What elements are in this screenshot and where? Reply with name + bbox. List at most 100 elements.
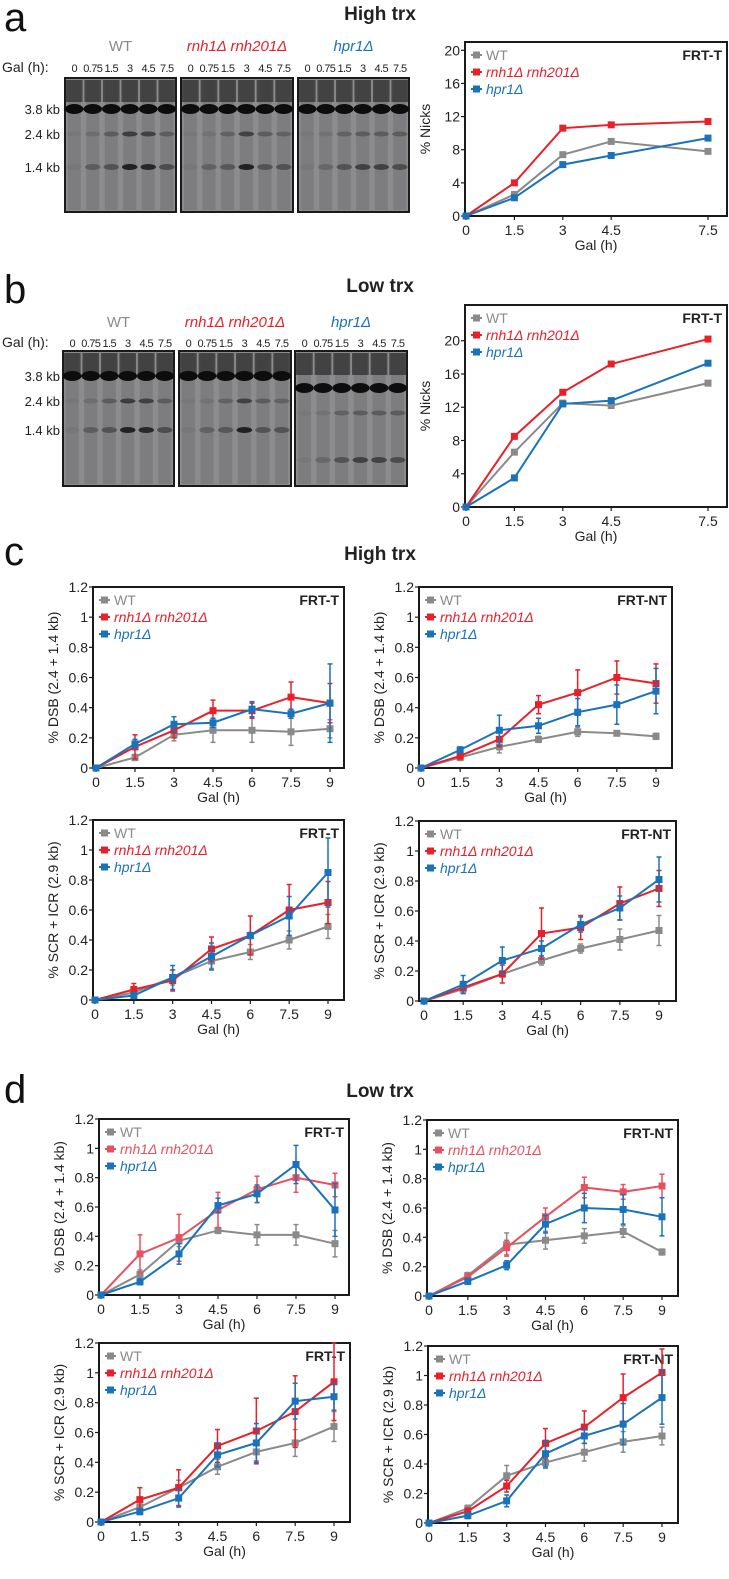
band-3.8kb xyxy=(218,104,238,114)
data-point xyxy=(464,1512,472,1520)
x-axis-label: Gal (h) xyxy=(524,789,567,805)
band-1.4kb xyxy=(296,457,313,463)
gel-well xyxy=(139,80,157,102)
legend-label: hpr1Δ xyxy=(448,1159,485,1175)
lane-label: 0.75 xyxy=(197,338,216,350)
band-1.4kb xyxy=(158,164,175,170)
data-point xyxy=(169,974,177,981)
y-tick-label: 1.2 xyxy=(403,1112,423,1128)
band-1.4kb xyxy=(201,164,217,170)
gel-well xyxy=(100,353,118,375)
data-point xyxy=(704,379,712,387)
y-tick-label: 1 xyxy=(86,1140,94,1156)
legend-label: hpr1Δ xyxy=(440,626,477,642)
x-tick-label: 3 xyxy=(503,1302,511,1318)
lane-label: 7.5 xyxy=(160,63,174,75)
legend-label: rnh1Δ rnh201Δ xyxy=(120,1365,214,1381)
panel-title-d: Low trx xyxy=(346,1081,414,1102)
data-point xyxy=(425,1292,433,1300)
strain-label: rnh1Δ rnh201Δ xyxy=(187,38,287,55)
band-3.8kb xyxy=(102,104,121,114)
band-3.8kb xyxy=(197,371,217,381)
lane-label: 1.5 xyxy=(338,63,352,75)
legend-label: rnh1Δ rnh201Δ xyxy=(120,1141,214,1157)
data-point xyxy=(535,722,542,730)
band-2.4kb xyxy=(82,398,99,404)
gel-lane xyxy=(139,353,153,484)
x-tick-label: 4.5 xyxy=(536,1529,556,1545)
x-axis-label: Gal (h) xyxy=(197,789,240,805)
data-point xyxy=(542,1220,549,1228)
gel-well xyxy=(156,353,174,375)
data-point xyxy=(495,726,503,734)
lane-label: 7.5 xyxy=(391,338,405,350)
legend-marker xyxy=(107,1145,114,1153)
strain-label: WT xyxy=(107,314,130,331)
legend-marker xyxy=(473,51,480,59)
strain-label: hpr1Δ xyxy=(333,38,373,55)
y-tick-label: 1.2 xyxy=(395,579,415,595)
x-tick-label: 3 xyxy=(495,774,503,790)
y-tick-label: 0.6 xyxy=(75,1425,95,1441)
data-point xyxy=(214,1202,222,1210)
y-tick-label: 8 xyxy=(452,142,460,158)
data-point xyxy=(607,360,615,368)
x-tick-label: 4.5 xyxy=(208,1301,228,1317)
gel-well xyxy=(102,80,120,102)
legend-marker xyxy=(427,864,434,872)
data-point xyxy=(542,1236,549,1244)
data-point xyxy=(574,689,582,697)
size-marker-label: 2.4 kb xyxy=(25,394,60,409)
band-3.8kb xyxy=(298,104,317,114)
y-tick-label: 0.6 xyxy=(69,902,89,918)
band-2.4kb xyxy=(219,131,236,137)
legend-label: rnh1Δ rnh201Δ xyxy=(486,64,580,80)
data-point xyxy=(287,693,295,701)
legend-marker xyxy=(436,1389,443,1397)
data-point xyxy=(175,1484,183,1492)
data-point xyxy=(607,152,615,160)
y-tick-label: 1 xyxy=(80,842,88,858)
x-axis-label: Gal (h) xyxy=(203,1316,246,1332)
data-point xyxy=(607,137,615,145)
panel-letter-c: c xyxy=(4,530,24,574)
data-point xyxy=(330,1393,338,1401)
band-2.4kb xyxy=(389,410,406,416)
x-tick-label: 9 xyxy=(658,1302,666,1318)
legend-marker xyxy=(107,1369,114,1377)
gel-well xyxy=(391,80,409,102)
series-line xyxy=(465,137,709,217)
legend-marker xyxy=(101,846,108,854)
data-point xyxy=(248,705,256,713)
legend-marker xyxy=(473,314,480,322)
band-2.4kb xyxy=(64,398,81,404)
legend-marker xyxy=(436,1355,443,1363)
legend-label: hpr1Δ xyxy=(114,626,151,642)
gel-well xyxy=(273,353,291,375)
legend-marker xyxy=(473,85,480,93)
x-tick-label: 7.5 xyxy=(698,513,718,529)
y-tick-label: 1.2 xyxy=(69,812,89,828)
legend-label: WT xyxy=(486,47,508,63)
y-axis-label: % Nicks xyxy=(417,104,433,155)
data-point xyxy=(619,1188,627,1196)
y-tick-label: 0 xyxy=(406,760,414,776)
y-tick-label: 0 xyxy=(414,1288,422,1304)
gel-well xyxy=(65,80,83,102)
y-axis-label: % DSB (2.4 + 1.4 kb) xyxy=(371,612,387,744)
y-tick-label: 0 xyxy=(86,1287,94,1303)
band-1.4kb xyxy=(352,457,369,463)
band-2.4kb xyxy=(275,131,292,137)
chart-d-frt-t: 0 0.2 0.4 0.6 0.8 1 1.2 0 1.5 3 4.5 6 7.5 9 Gal (h) % S… xyxy=(51,1335,351,1559)
band-3.8kb xyxy=(332,383,351,393)
x-tick-label: 1.5 xyxy=(505,513,525,529)
data-point xyxy=(175,1494,183,1502)
x-tick-label: 0 xyxy=(97,1528,105,1544)
lane-label: 1.5 xyxy=(103,338,117,350)
data-point xyxy=(559,400,567,408)
construct-label: FRT-NT xyxy=(621,826,671,842)
band-3.8kb xyxy=(65,104,84,114)
data-point xyxy=(130,986,138,993)
x-tick-label: 6 xyxy=(580,1529,588,1545)
